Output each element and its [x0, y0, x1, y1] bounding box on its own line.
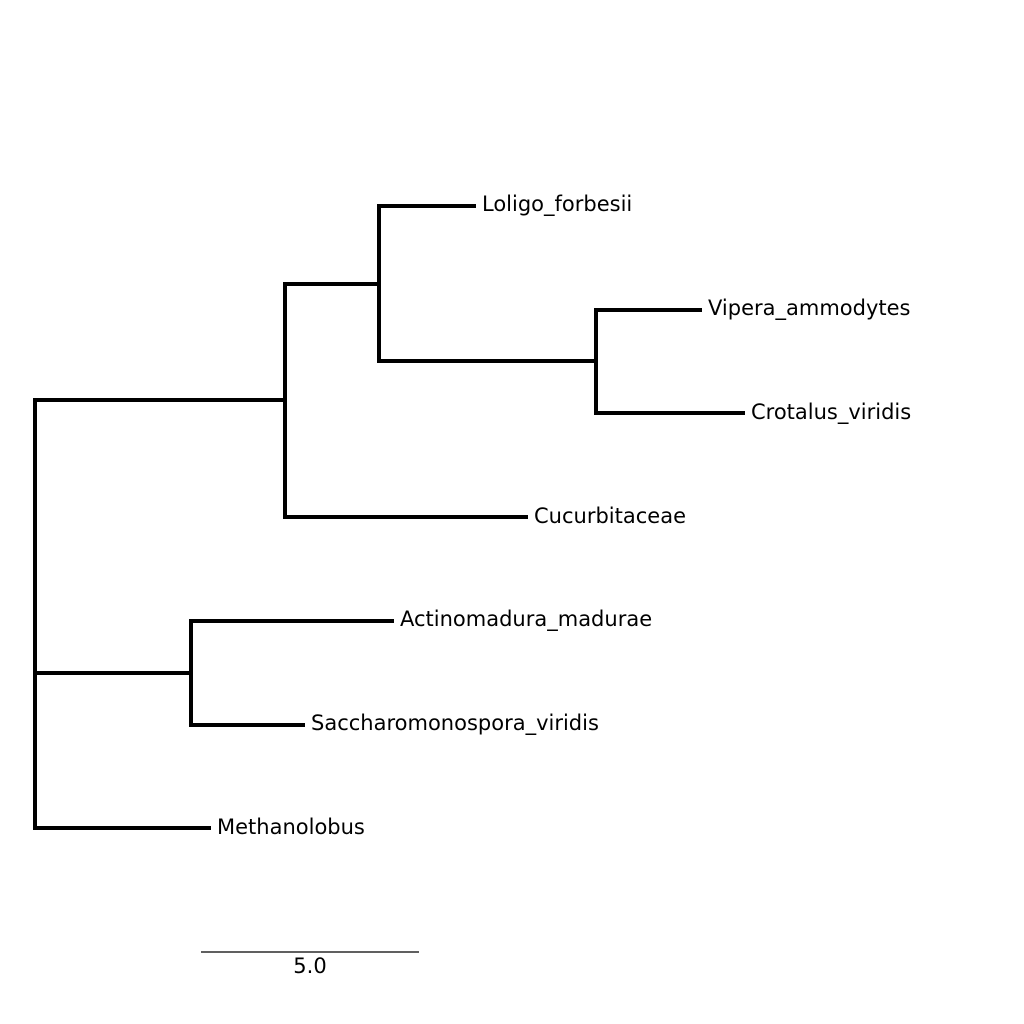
- leaf-label-cucurbitaceae: Cucurbitaceae: [534, 504, 686, 528]
- leaf-label-vipera: Vipera_ammodytes: [708, 296, 910, 321]
- scale-bar-label: 5.0: [293, 954, 326, 978]
- leaf-label-saccharomonospora: Saccharomonospora_viridis: [311, 711, 599, 736]
- leaf-label-actinomadura: Actinomadura_madurae: [400, 607, 652, 632]
- leaf-label-loligo: Loligo_forbesii: [482, 192, 632, 217]
- leaf-label-crotalus: Crotalus_viridis: [751, 400, 911, 425]
- leaf-label-methanolobus: Methanolobus: [217, 815, 365, 839]
